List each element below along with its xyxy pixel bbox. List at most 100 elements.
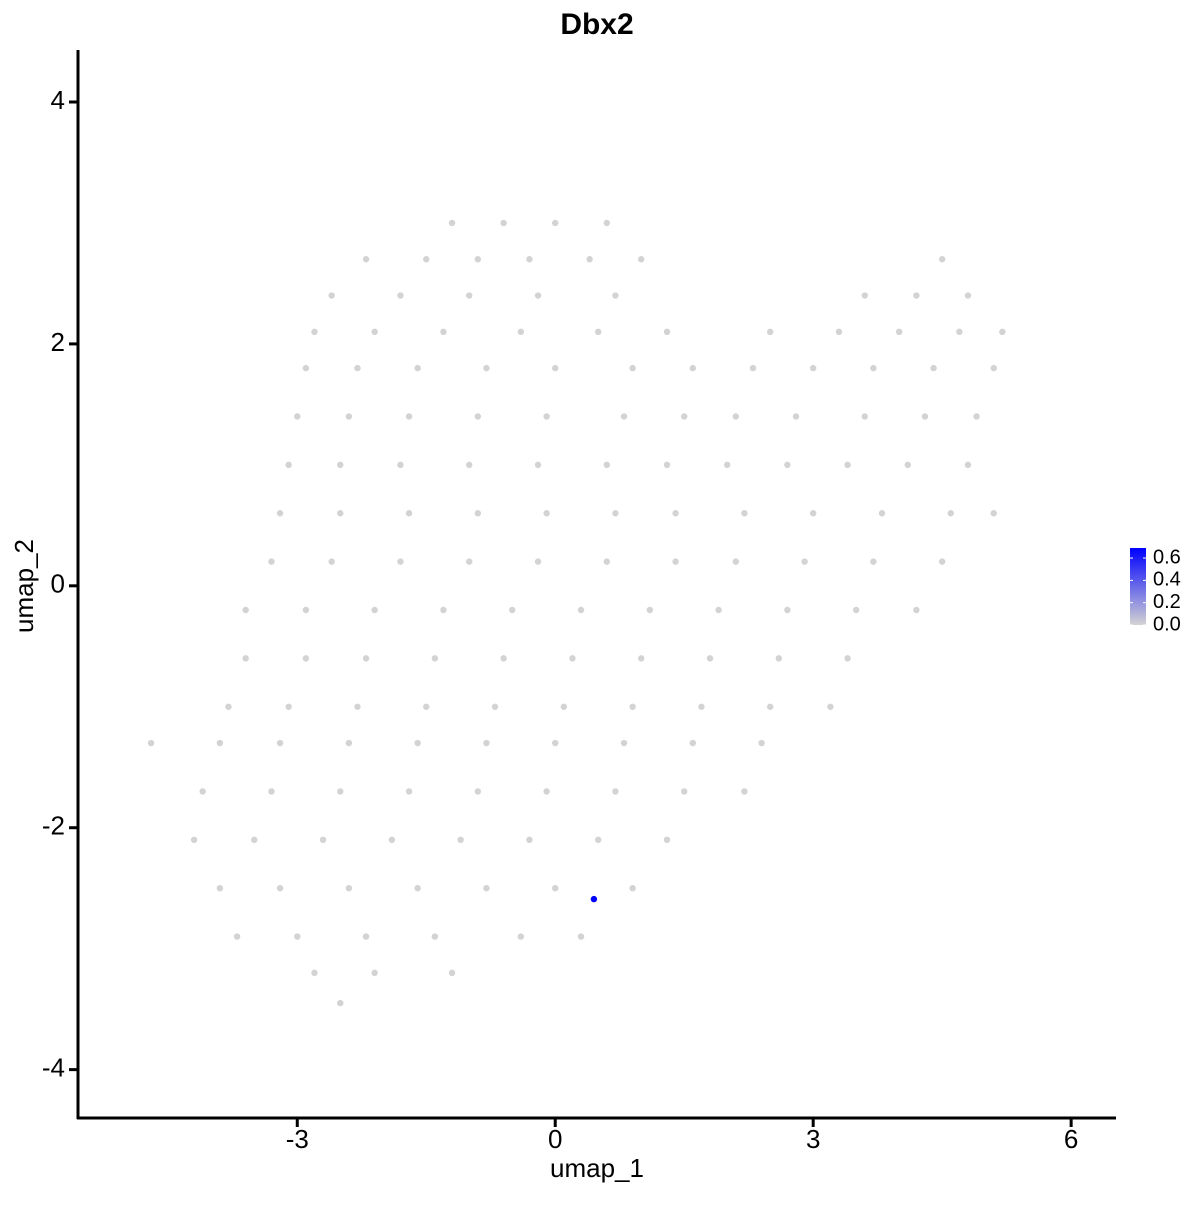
point [302,364,310,372]
point [483,364,490,372]
point [199,788,206,795]
point [681,788,688,795]
point [612,788,619,795]
point [466,292,473,299]
point [638,655,645,662]
point [938,256,946,263]
point [474,256,482,263]
x-tick-label: 0 [548,1124,562,1154]
point [947,510,954,517]
point [147,739,155,747]
point [337,788,344,795]
point [534,461,542,469]
point [500,655,507,662]
point [251,836,258,844]
point [809,364,817,372]
point [268,788,275,795]
point [328,558,335,565]
point [766,328,774,336]
point [457,836,464,844]
point [663,461,671,469]
point [233,933,241,940]
point [276,739,284,747]
point [362,933,370,940]
point [784,461,791,469]
colorbar [1130,548,1146,625]
point [913,606,920,614]
point [397,461,404,469]
point [302,655,310,662]
point [466,558,473,565]
point [689,739,697,747]
point [590,895,598,903]
point [302,606,310,614]
point [242,655,249,662]
point [878,510,886,517]
point [870,558,877,565]
x-tick-label: -3 [286,1124,309,1154]
point [715,606,722,614]
point [483,739,490,747]
point [629,703,636,710]
point [491,703,499,710]
point [431,655,439,662]
point [964,292,972,299]
point [294,413,301,420]
point [285,703,292,710]
y-tick-label: 0 [51,569,65,599]
point [552,364,559,372]
point [835,328,843,336]
point [466,461,473,469]
point [448,969,456,977]
point [337,999,344,1007]
point [423,703,430,710]
y-axis-label: umap_2 [9,539,39,633]
point [190,836,198,844]
point [784,606,791,614]
point [620,739,628,747]
point [500,219,507,227]
point [371,969,378,977]
point [758,739,765,747]
point [362,256,370,263]
point [431,933,439,940]
point [423,256,430,263]
point [999,328,1006,336]
point [440,606,447,614]
point [964,461,972,469]
point [543,510,550,517]
point [938,558,946,565]
point [337,510,344,517]
point [706,655,714,662]
point [517,328,525,336]
point [526,256,533,263]
point [904,461,911,469]
point [698,703,705,710]
point [732,558,739,565]
point [612,510,619,517]
point [801,558,808,565]
point [629,884,636,892]
point [397,292,404,299]
point [225,703,232,710]
y-tick-label: 4 [51,85,65,115]
point [844,461,851,469]
point [448,219,456,227]
point [603,558,611,565]
point [870,364,877,372]
point [749,364,757,372]
point [792,413,800,420]
point [672,510,679,517]
point [930,364,937,372]
point [285,461,292,469]
point [577,933,585,940]
y-tick-label: -2 [42,811,65,841]
point [474,510,482,517]
point [595,836,602,844]
x-tick-label: 3 [806,1124,820,1154]
point [311,969,318,977]
colorbar-tick-label: 0.2 [1153,591,1181,613]
points [147,219,1006,1007]
point [560,703,568,710]
